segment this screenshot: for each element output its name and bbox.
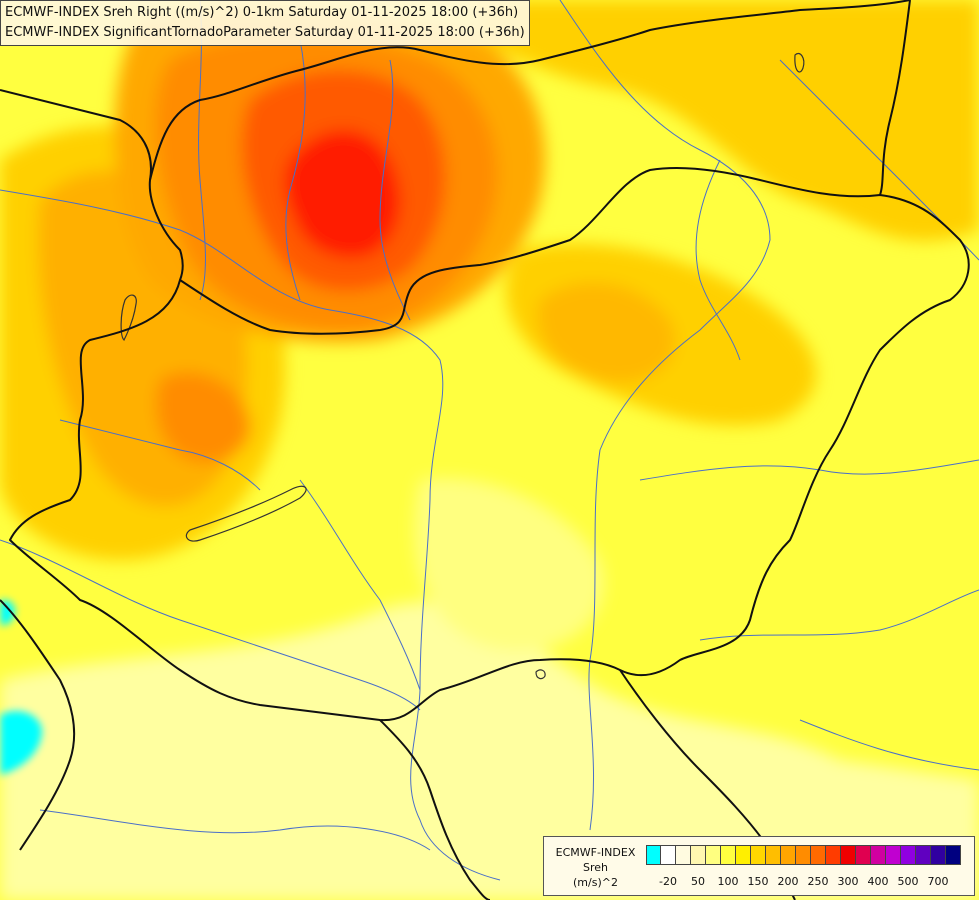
- legend-tick-label: 250: [807, 875, 829, 888]
- lakes: [120, 52, 805, 680]
- lake-small-n: [794, 52, 805, 73]
- legend-variable: Sreh: [582, 861, 608, 874]
- legend-swatch: [796, 845, 811, 865]
- river-vah: [285, 39, 306, 301]
- border-slovakia-north: [149, 0, 911, 181]
- river-sio: [299, 479, 421, 691]
- legend-unit: (m/s)^2: [573, 876, 618, 889]
- border-slovenia: [0, 599, 76, 851]
- river-raab: [59, 419, 261, 491]
- river-morava: [198, 0, 206, 301]
- cyan-patches: [0, 599, 42, 775]
- border-ukraine: [879, 0, 911, 196]
- legend-tick-label: 300: [837, 875, 859, 888]
- legend-tick-label: -20: [659, 875, 677, 888]
- river-danube: [0, 189, 501, 881]
- river-sava: [39, 809, 431, 851]
- title-line-2: ECMWF-INDEX SignificantTornadoParameter …: [5, 25, 525, 40]
- lake-neusiedl: [120, 294, 137, 342]
- border-hungary: [9, 167, 970, 722]
- legend-swatch: [721, 845, 736, 865]
- legend-swatch: [826, 845, 841, 865]
- legend-swatch: [676, 845, 691, 865]
- legend-tick-label: 50: [691, 875, 705, 888]
- legend-swatch: [871, 845, 886, 865]
- legend-swatch: [736, 845, 751, 865]
- field-orangelight-east: [538, 282, 676, 382]
- legend-swatch: [646, 845, 661, 865]
- legend-swatch: [856, 845, 871, 865]
- river-hernad: [695, 159, 741, 361]
- title-box: ECMWF-INDEX Sreh Right ((m/s)^2) 0-1km S…: [0, 0, 530, 46]
- field-red-core: [284, 130, 401, 259]
- river-tisza: [559, 0, 771, 831]
- cyan-patch-2: [0, 710, 42, 775]
- legend-swatch: [886, 845, 901, 865]
- rivers: [0, 0, 979, 881]
- legend-swatch: [841, 845, 856, 865]
- field-orange-sw: [156, 372, 251, 463]
- legend-swatch: [661, 845, 676, 865]
- legend-swatch: [706, 845, 721, 865]
- legend-tick-label: 150: [747, 875, 769, 888]
- legend-swatch: [931, 845, 946, 865]
- river-drava: [0, 539, 421, 711]
- legend-swatch: [766, 845, 781, 865]
- legend-swatch: [946, 845, 961, 865]
- legend-tick-label: 200: [777, 875, 799, 888]
- legend-ticks: -20 50 100 150 200 250 300 400 500 700: [646, 875, 976, 889]
- legend-swatch: [691, 845, 706, 865]
- river-koros: [639, 459, 979, 481]
- legend-swatch: [901, 845, 916, 865]
- cyan-patch-1: [0, 599, 16, 626]
- field-gold-ne: [480, 0, 979, 241]
- legend-swatches: [646, 845, 961, 865]
- border-croatia-serbia: [379, 719, 491, 900]
- legend-swatch: [751, 845, 766, 865]
- legend-source: ECMWF-INDEX: [555, 846, 636, 859]
- lake-balaton: [185, 485, 307, 542]
- river-hron: [379, 59, 411, 321]
- legend-tick-label: 500: [897, 875, 919, 888]
- field-light-south: [0, 601, 979, 900]
- title-line-1: ECMWF-INDEX Sreh Right ((m/s)^2) 0-1km S…: [5, 5, 519, 20]
- legend-tick-label: 100: [717, 875, 739, 888]
- legend-swatch: [811, 845, 826, 865]
- legend-tick-label: 700: [927, 875, 949, 888]
- field-light-center: [414, 478, 604, 652]
- legend-label: ECMWF-INDEX Sreh (m/s)^2: [548, 845, 643, 890]
- border-austria-north: [0, 89, 184, 281]
- lake-small-s: [535, 669, 546, 680]
- legend-swatch: [916, 845, 931, 865]
- color-legend: ECMWF-INDEX Sreh (m/s)^2 -20 50 100 150 200 2…: [543, 836, 975, 896]
- river-east-2: [799, 719, 979, 771]
- river-maros: [699, 589, 979, 641]
- legend-swatch: [781, 845, 796, 865]
- legend-tick-label: 400: [867, 875, 889, 888]
